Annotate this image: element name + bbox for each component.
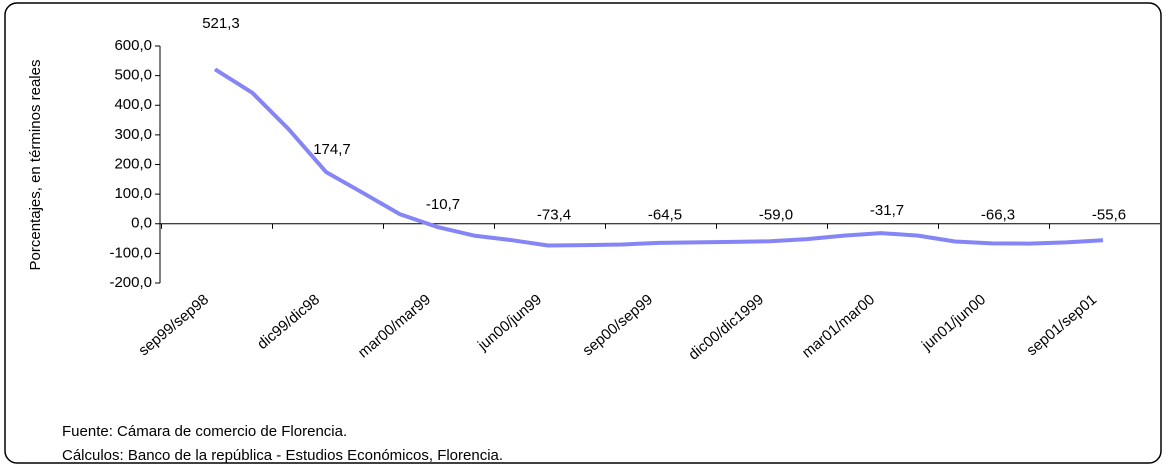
line (213, 67, 1104, 248)
data-label: 174,7 (313, 141, 351, 158)
frame (4, 2, 1162, 464)
data-label: -55,6 (1092, 207, 1126, 224)
data-label: -66,3 (981, 207, 1015, 224)
data-label: -59,0 (759, 207, 793, 224)
data-label: -73,4 (537, 207, 571, 224)
y-tick-label: 300,0 (114, 126, 152, 143)
note: Fuente: Cámara de comercio de Florencia. (62, 423, 347, 440)
y-tick-label: 200,0 (114, 155, 152, 172)
y-axis-title: Porcentajes, en términos reales (27, 60, 44, 271)
y-tick-label: 600,0 (114, 37, 152, 54)
note: Cálculos: Banco de la república - Estudi… (62, 447, 503, 464)
y-tick-label: 0,0 (131, 215, 152, 232)
y-tick-label: -100,0 (109, 244, 152, 261)
y-tick-label: 100,0 (114, 185, 152, 202)
y-tick-label: -200,0 (109, 274, 152, 291)
y-tick-label: 400,0 (114, 96, 152, 113)
y-tick-label: 500,0 (114, 67, 152, 84)
data-label: -31,7 (870, 202, 904, 219)
data-label: 521,3 (202, 15, 240, 32)
data-label: -10,7 (426, 196, 460, 213)
data-label: -64,5 (648, 207, 682, 224)
